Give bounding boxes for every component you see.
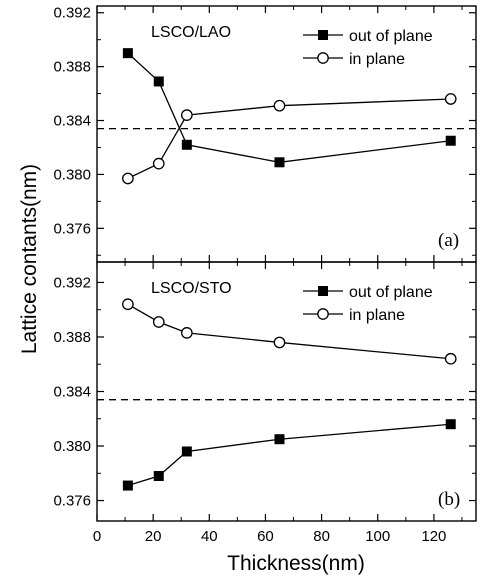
panel-title: LSCO/LAO: [151, 24, 231, 41]
legend-label: in plane: [349, 51, 405, 68]
x-axis-tick-labels: 0 20 40 60 80 100 120: [93, 528, 447, 545]
data-point-out-of-plane: [153, 76, 164, 87]
x-axis-title: Thickness(nm): [227, 552, 365, 575]
x-tick-label: 100: [365, 528, 390, 545]
series-line-out-of-plane: [127, 423, 451, 487]
data-point-in-plane: [273, 99, 286, 112]
y-tick-label: 0.380: [53, 166, 91, 183]
y-tick-label: 0.392: [53, 274, 91, 291]
y-tick-label: 0.376: [53, 493, 91, 510]
y-tick-label: 0.384: [53, 113, 91, 130]
data-point-out-of-plane: [122, 48, 133, 59]
x-tick-label: 80: [313, 528, 330, 545]
data-point-out-of-plane: [274, 157, 285, 168]
y-axis-title: Lattice contants(nm): [18, 164, 41, 354]
data-point-in-plane: [122, 172, 134, 185]
data-point-out-of-plane: [153, 471, 164, 482]
y-tick-label: 0.376: [53, 220, 91, 237]
legend-marker: [318, 286, 328, 296]
x-tick-label: 120: [421, 528, 446, 545]
data-point-out-of-plane: [445, 135, 456, 146]
data-point-out-of-plane: [181, 139, 192, 150]
y-tick-label: 0.380: [53, 438, 91, 455]
data-point-in-plane: [152, 316, 165, 328]
y-tick-label: 0.392: [53, 5, 91, 22]
x-tick-label: 20: [145, 528, 162, 545]
series-line-in-plane: [127, 98, 451, 180]
data-point-in-plane: [180, 327, 193, 339]
y-tick-label: 0.388: [53, 59, 91, 76]
data-point-in-plane: [444, 352, 457, 365]
panel-title: LSCO/STO: [151, 280, 232, 297]
data-point-in-plane: [152, 157, 165, 170]
series-line-out-of-plane: [127, 52, 451, 163]
panel-b: 0.376 0.380 0.384 0.388 0.392 LSCO/STO (b) out …: [53, 261, 477, 522]
x-tick-label: 40: [201, 528, 218, 545]
legend-label: out of plane: [349, 284, 433, 301]
data-point-in-plane: [122, 298, 134, 311]
data-point-out-of-plane: [122, 480, 133, 491]
panel-tag: (b): [438, 489, 460, 510]
data-point-in-plane: [444, 93, 457, 105]
data-point-out-of-plane: [445, 419, 456, 430]
y-tick-label: 0.388: [53, 329, 91, 346]
panel-a: 0.376 0.380 0.384 0.388 0.392 LSCO/LAO (a) out …: [53, 5, 477, 263]
data-point-in-plane: [180, 109, 193, 121]
x-tick-label: 60: [257, 528, 274, 545]
legend-marker: [317, 308, 329, 320]
data-point-in-plane: [273, 336, 286, 349]
legend-marker: [318, 30, 328, 40]
legend-label: out of plane: [349, 28, 433, 45]
x-tick-label: 0: [93, 528, 101, 545]
data-point-out-of-plane: [181, 446, 192, 457]
legend-marker: [317, 52, 329, 64]
y-tick-label: 0.384: [53, 384, 91, 401]
panel-tag: (a): [438, 230, 459, 251]
data-point-out-of-plane: [274, 434, 285, 445]
legend-label: in plane: [349, 307, 405, 324]
